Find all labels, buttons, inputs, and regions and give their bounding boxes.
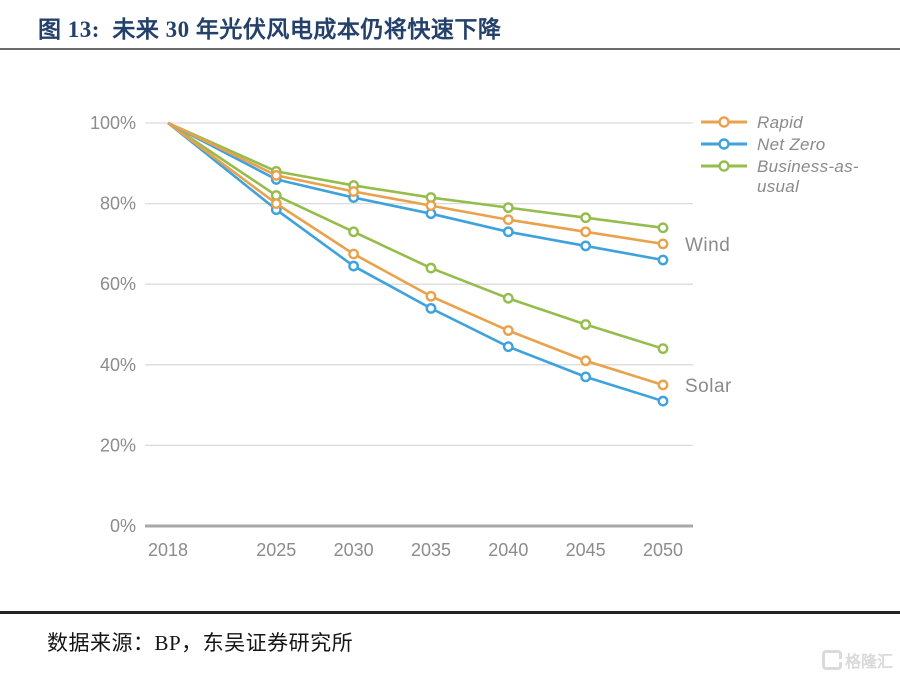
- data-point-wind-rapid-2030: [348, 186, 360, 197]
- legend-item-net-zero: Net Zero: [700, 135, 859, 155]
- series-line-wind-net-zero: [167, 121, 664, 262]
- data-point-wind-net-zero-2045: [580, 240, 592, 252]
- data-point-solar-business-as-usual-2050: [657, 343, 669, 355]
- data-source: 数据来源：BP，东吴证券研究所: [47, 631, 354, 655]
- legend-swatch-icon: [701, 116, 747, 128]
- legend-swatch-icon: [701, 138, 747, 150]
- data-point-solar-business-as-usual-2030: [348, 226, 360, 238]
- y-tick-label: 60%: [100, 274, 136, 294]
- figure-title: 图 13: 未来 30 年光伏风电成本仍将快速下降: [38, 17, 502, 42]
- data-point-solar-rapid-2025: [270, 198, 282, 210]
- data-point-solar-rapid-2030: [348, 248, 360, 260]
- legend-swatch-icon: [701, 160, 747, 172]
- data-point-solar-rapid-2035: [425, 290, 437, 302]
- data-point-solar-business-as-usual-2035: [425, 262, 437, 274]
- data-point-solar-net-zero-2050: [657, 395, 669, 407]
- legend-item-rapid: Rapid: [700, 113, 859, 133]
- footer-divider: [0, 611, 900, 614]
- data-point-solar-net-zero-2035: [425, 302, 437, 314]
- watermark-text: 格隆汇: [845, 654, 894, 671]
- line-chart: 100% 80% 60% 40% 20% 0% 2018 2025 2030 2035 2040 20…: [90, 113, 732, 560]
- data-point-solar-rapid-2045: [580, 355, 592, 367]
- data-point-solar-business-as-usual-2040: [502, 292, 514, 304]
- data-point-solar-net-zero-2030: [348, 260, 360, 272]
- legend-label: Net Zero: [757, 135, 826, 154]
- y-tick-label: 20%: [100, 435, 136, 455]
- data-point-solar-rapid-2040: [502, 325, 514, 336]
- legend-label: Rapid: [757, 113, 803, 132]
- legend-item-business-as-usual: Business-as-usual: [700, 157, 859, 197]
- y-tick-label: 80%: [100, 194, 136, 214]
- data-point-wind-rapid-2045: [580, 226, 592, 238]
- data-point-solar-rapid-2050: [657, 379, 669, 391]
- y-tick-label: 0%: [110, 516, 136, 536]
- data-point-wind-net-zero-2040: [502, 226, 514, 238]
- x-tick-label: 2045: [566, 540, 606, 560]
- y-tick-label: 40%: [100, 355, 136, 375]
- data-point-solar-business-as-usual-2045: [580, 319, 592, 330]
- x-tick-label: 2035: [411, 540, 451, 560]
- legend-label: Business-as-usual: [757, 157, 859, 196]
- title-divider: [0, 48, 900, 50]
- data-point-wind-net-zero-2050: [657, 254, 669, 266]
- series-line-wind-business-as-usual: [167, 121, 664, 230]
- data-point-wind-rapid-2040: [502, 214, 514, 226]
- gelonghui-g-icon: [822, 650, 842, 670]
- data-point-wind-business-as-usual-2040: [502, 202, 514, 214]
- data-point-wind-business-as-usual-2045: [580, 212, 592, 224]
- solar-label: Solar: [685, 376, 732, 397]
- data-point-solar-net-zero-2040: [502, 341, 514, 353]
- x-tick-label: 2050: [643, 540, 683, 560]
- y-tick-label: 100%: [90, 113, 136, 133]
- data-point-wind-rapid-2025: [270, 169, 282, 181]
- wind-label: Wind: [685, 235, 730, 256]
- x-tick-label: 2018: [148, 540, 188, 560]
- data-point-wind-business-as-usual-2050: [657, 222, 669, 234]
- data-point-wind-rapid-2050: [657, 238, 669, 250]
- x-tick-label: 2040: [488, 540, 528, 560]
- data-point-wind-rapid-2035: [425, 200, 437, 212]
- data-point-solar-net-zero-2045: [580, 371, 592, 383]
- x-tick-label: 2025: [256, 540, 296, 560]
- chart-legend: Rapid Net Zero Business-as-usual: [700, 113, 859, 197]
- x-tick-label: 2030: [334, 540, 374, 560]
- watermark-logo: 格隆汇: [822, 648, 893, 672]
